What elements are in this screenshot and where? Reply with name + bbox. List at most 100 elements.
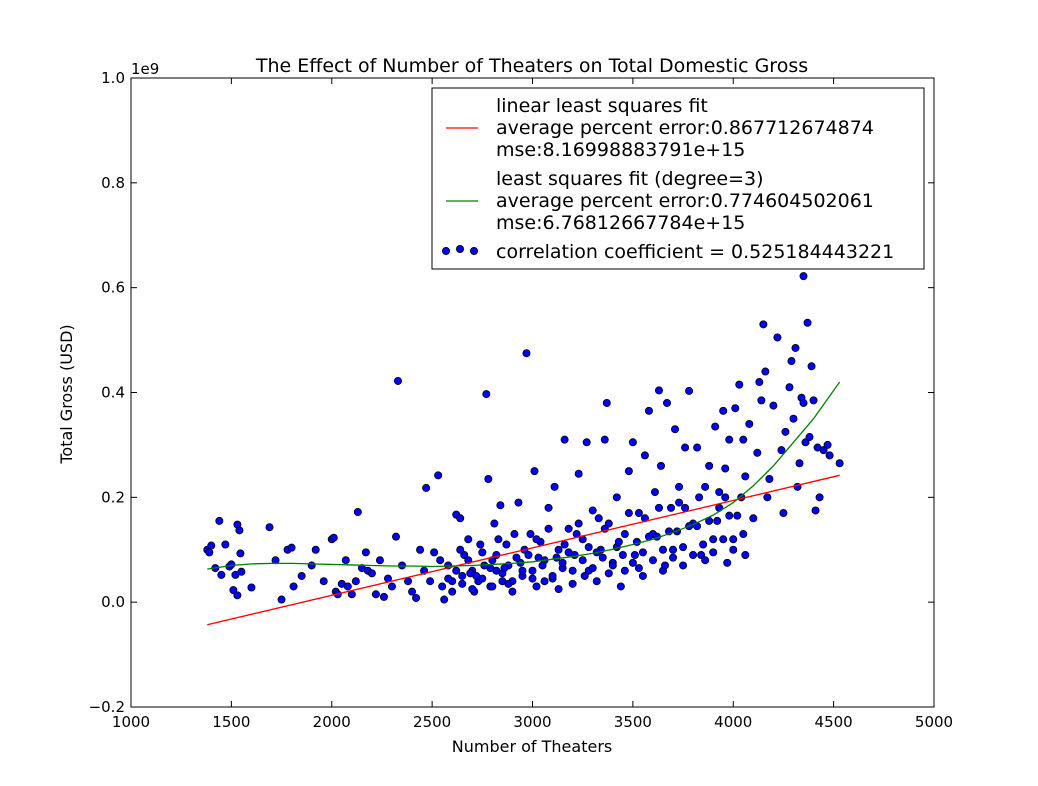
- x-tick-label: 5000: [915, 713, 953, 731]
- scatter-point: [341, 556, 350, 565]
- scatter-point: [329, 533, 338, 542]
- scatter-point: [695, 493, 704, 502]
- scatter-point: [807, 362, 816, 371]
- scatter-point: [825, 451, 834, 460]
- scatter-point: [526, 530, 535, 539]
- scatter-point: [277, 595, 286, 604]
- scatter-point: [799, 272, 808, 281]
- scatter-point: [624, 509, 633, 518]
- scatter-point: [229, 586, 238, 595]
- scatter-point: [701, 556, 710, 565]
- scatter-point: [644, 406, 653, 415]
- scatter-point: [681, 443, 690, 452]
- scatter-point: [757, 396, 766, 405]
- scatter-point: [654, 503, 663, 512]
- scatter-point: [604, 519, 613, 528]
- scatter-point: [602, 398, 611, 407]
- scatter-point: [638, 571, 647, 580]
- scatter-point: [466, 569, 475, 578]
- scatter-point: [785, 383, 794, 392]
- scatter-point: [741, 472, 750, 481]
- scatter-point: [550, 482, 559, 491]
- scatter-point: [741, 550, 750, 559]
- scatter-point: [512, 553, 521, 562]
- scatter-point: [422, 483, 431, 492]
- legend-box: [431, 87, 925, 270]
- scatter-point: [697, 550, 706, 559]
- y-tick-label: 0.0: [101, 593, 125, 611]
- scatter-point: [458, 571, 467, 580]
- scatter-point: [207, 541, 216, 550]
- scatter-point: [809, 396, 818, 405]
- scatter-point: [456, 514, 465, 523]
- scatter-point: [408, 587, 417, 596]
- scatter-point: [233, 591, 242, 600]
- scatter-point: [715, 488, 724, 497]
- scatter-point: [667, 503, 676, 512]
- x-axis-label: Number of Theaters: [452, 737, 612, 756]
- scatter-point: [518, 566, 527, 575]
- scatter-point: [524, 550, 533, 559]
- scatter-point: [628, 438, 637, 447]
- scatter-point: [759, 320, 768, 329]
- scatter-point: [765, 474, 774, 483]
- scatter-point: [811, 506, 820, 515]
- scatter-point: [532, 535, 541, 544]
- legend-cubic-line-3: mse:6.76812667784e+15: [496, 212, 745, 234]
- scatter-point: [456, 545, 465, 554]
- scatter-point: [721, 464, 730, 473]
- scatter-point: [548, 571, 557, 580]
- scatter-point: [522, 349, 531, 358]
- legend-linear-line-2: average percent error:0.867712674874: [496, 117, 874, 139]
- scatter-point: [488, 582, 497, 591]
- scatter-point: [582, 438, 591, 447]
- scatter-point: [745, 419, 754, 428]
- scatter-point: [729, 545, 738, 554]
- scatter-point: [528, 566, 537, 575]
- scatter-point: [393, 376, 402, 385]
- y-tick-label: 0.4: [101, 384, 125, 402]
- scatter-point: [729, 535, 738, 544]
- scatter-point: [564, 548, 573, 557]
- scatter-point: [361, 548, 370, 557]
- scatter-point: [460, 550, 469, 559]
- scatter-point: [640, 451, 649, 460]
- scatter-point: [379, 592, 388, 601]
- linear-fit-line: [207, 474, 840, 626]
- scatter-point: [777, 446, 786, 455]
- scatter-point: [819, 446, 828, 455]
- scatter-point: [685, 386, 694, 395]
- scatter-point: [693, 443, 702, 452]
- scatter-point: [568, 579, 577, 588]
- scatter-point: [781, 427, 790, 436]
- scatter-point: [654, 386, 663, 395]
- y-axis-ticks: −0.2 0.0 0.2 0.4 0.6 0.8 1.0: [89, 69, 934, 716]
- scatter-point: [434, 471, 443, 480]
- cubic-fit-line: [207, 381, 841, 570]
- x-tick-label: 1000: [112, 713, 150, 731]
- x-tick-label: 2500: [413, 713, 451, 731]
- scatter-point: [217, 570, 226, 579]
- y-tick-label: 0.8: [101, 174, 125, 192]
- scatter-point: [739, 530, 748, 539]
- scatter-point: [675, 498, 684, 507]
- scatter-point: [528, 574, 537, 583]
- scatter-point: [416, 545, 425, 554]
- legend-linear-line-1: linear least squares fit: [496, 95, 708, 117]
- scatter-point: [789, 414, 798, 423]
- x-axis-ticks: 1000 1500 2000 2500 3000 3500 4000 4500 5000: [112, 78, 953, 731]
- scatter-point: [436, 556, 445, 565]
- scatter-point: [803, 318, 812, 327]
- scatter-point: [560, 435, 569, 444]
- scatter-point: [616, 582, 625, 591]
- scatter-point: [235, 526, 244, 535]
- scatter-point: [663, 398, 672, 407]
- scatter-point: [452, 566, 461, 575]
- legend-cubic-line-1: least squares fit (degree=3): [496, 168, 764, 190]
- scatter-point: [552, 553, 561, 562]
- scatter-point: [530, 467, 539, 476]
- scatter-point: [669, 553, 678, 562]
- scatter-point: [510, 530, 519, 539]
- scatter-point: [496, 501, 505, 510]
- legend-scatter-dot-2: [455, 244, 464, 253]
